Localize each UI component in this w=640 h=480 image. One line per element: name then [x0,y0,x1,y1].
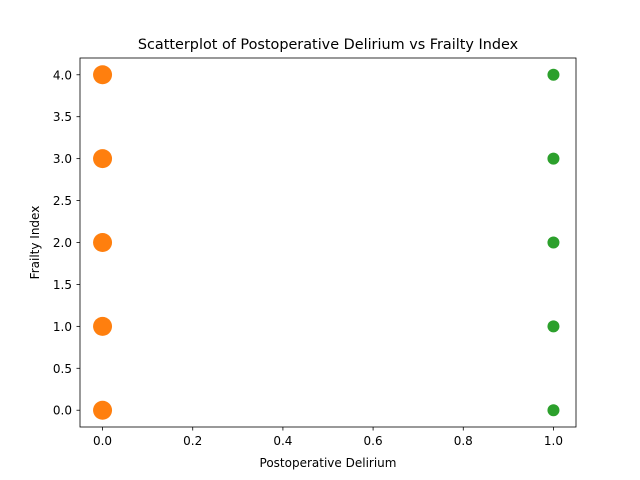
data-point-series-1 [93,316,113,336]
x-tick-label: 1.0 [544,434,563,448]
y-axis-ticks: 0.0 0.5 1.0 1.5 2.0 2.5 3.0 3.5 4.0 [53,68,80,418]
data-point-series-2 [547,68,560,81]
y-tick-label: 1.5 [53,278,72,292]
x-tick-label: 0.4 [273,434,292,448]
data-points [93,65,560,420]
chart-title: Scatterplot of Postoperative Delirium vs… [138,37,519,53]
y-tick-label: 0.0 [53,404,72,418]
x-axis-label: Postoperative Delirium [260,456,397,470]
data-point-series-2 [547,320,560,333]
plot-frame [79,57,577,428]
data-point-series-1 [93,65,113,85]
x-axis-ticks: 0.0 0.2 0.4 0.6 0.8 1.0 [93,427,563,448]
y-tick-label: 0.5 [53,362,72,376]
y-tick-label: 2.0 [53,236,72,250]
data-point-series-2 [547,152,560,165]
x-tick-label: 0.0 [93,434,112,448]
x-tick-label: 0.6 [364,434,383,448]
y-axis-label: Frailty Index [28,206,42,280]
y-tick-label: 3.0 [53,152,72,166]
data-point-series-1 [93,149,113,169]
x-tick-label: 0.8 [454,434,473,448]
y-tick-label: 4.0 [53,68,72,82]
data-point-series-1 [93,400,113,420]
x-tick-label: 0.2 [183,434,202,448]
y-tick-label: 2.5 [53,194,72,208]
data-point-series-1 [93,233,113,252]
y-tick-label: 3.5 [53,110,72,124]
data-point-series-2 [547,236,560,249]
y-tick-label: 1.0 [53,320,72,334]
data-point-series-2 [547,404,560,417]
